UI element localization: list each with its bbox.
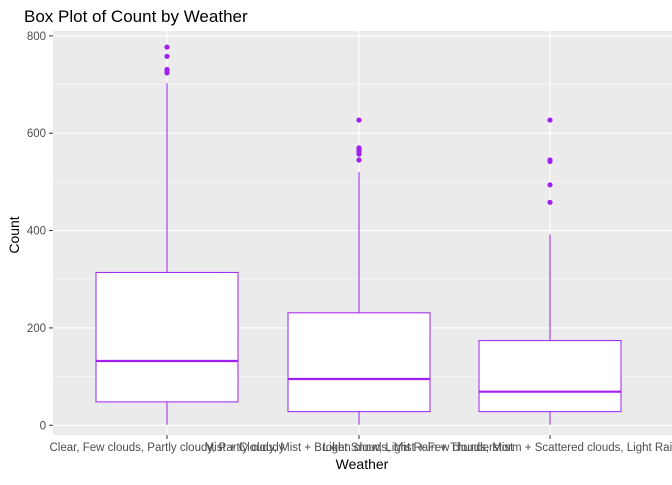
outlier-point [547, 200, 552, 205]
outlier-point [547, 117, 552, 122]
outlier-point [164, 54, 169, 59]
x-tick-label: Light Snow, Light Rain + Thunderstorm + … [323, 442, 672, 454]
y-axis: 0 200 400 600 800 [27, 31, 53, 432]
y-tick-label: 0 [40, 420, 46, 432]
y-tick-label: 400 [27, 226, 46, 238]
box-iqr [288, 313, 430, 412]
y-axis-title: Count [6, 216, 22, 253]
chart-title: Box Plot of Count by Weather [24, 7, 248, 26]
outlier-point [356, 145, 361, 150]
outlier-point [547, 182, 552, 187]
outlier-point [164, 44, 169, 49]
y-tick-label: 200 [27, 323, 46, 335]
x-axis-title: Weather [336, 456, 389, 472]
outlier-point [164, 67, 169, 72]
box-iqr [96, 272, 238, 401]
outlier-point [356, 157, 361, 162]
y-tick-label: 600 [27, 128, 46, 140]
box-iqr [479, 341, 621, 412]
y-tick-label: 800 [27, 31, 46, 43]
outlier-point [356, 117, 361, 122]
outlier-point [547, 157, 552, 162]
x-axis: Clear, Few clouds, Partly cloudy, Partly… [50, 435, 672, 454]
